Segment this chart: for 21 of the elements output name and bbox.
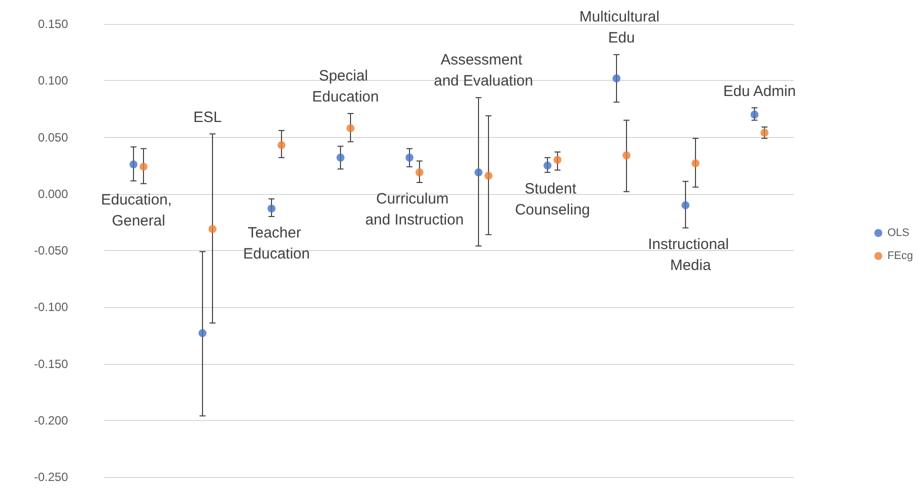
legend-label: OLS: [887, 227, 910, 239]
x-tick-label: Student Counseling: [514, 180, 590, 218]
y-tick-label: 0.050: [38, 130, 68, 144]
x-tick-label: Multicultural Edu: [579, 8, 664, 47]
x-tick-label: Special Education: [312, 67, 379, 106]
y-tick-label: -0.050: [34, 244, 68, 258]
y-tick-label: 0.150: [38, 17, 68, 31]
y-tick-label: 0.000: [38, 186, 68, 201]
x-tick-label: Education, General: [100, 192, 176, 230]
y-tick-label: 0.100: [38, 74, 68, 88]
legend-label: FEcg: [887, 250, 914, 262]
x-tick-label: Assessment and Evaluation: [434, 52, 534, 90]
x-tick-label: Edu Admin: [723, 82, 796, 100]
x-tick-label: Instructional Media: [648, 236, 734, 274]
x-tick-label: ESL: [193, 108, 222, 126]
x-tick-label: Curriculum and Instruction: [365, 190, 464, 229]
x-tick-label: Teacher Education: [243, 224, 310, 263]
y-tick-label: -0.250: [34, 470, 68, 484]
y-tick-label: -0.150: [34, 356, 68, 371]
y-tick-label: -0.100: [34, 300, 68, 314]
y-tick-label: -0.200: [34, 413, 68, 428]
